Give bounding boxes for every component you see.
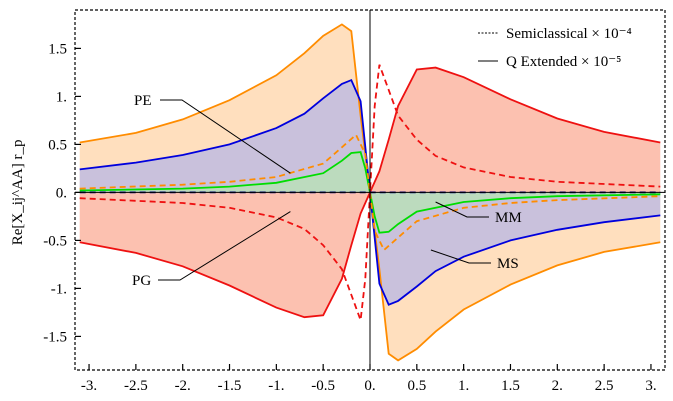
x-tick-label: -1.5 [218, 378, 242, 394]
y-tick-label: -1.5 [43, 329, 67, 345]
x-tick-label: 0. [364, 378, 375, 394]
x-tick-label: 2. [552, 378, 563, 394]
annotation-leader-pg [158, 211, 291, 281]
annotation-ms: MS [497, 256, 519, 272]
x-tick-label: -3. [81, 378, 97, 394]
series-orange_dashed [79, 133, 661, 252]
legend-label-dashed: Semiclassical × 10⁻⁴ [506, 26, 632, 42]
x-tick-label: -2. [175, 378, 191, 394]
annotation-mm: MM [495, 210, 522, 226]
y-tick-label: 1. [56, 89, 67, 105]
y-tick-label: 0. [56, 185, 67, 201]
x-tick-label: -2.5 [124, 378, 148, 394]
annotation-leader-pe [160, 99, 291, 174]
annotation-pe: PE [134, 93, 152, 109]
y-tick-label: -0.5 [43, 233, 67, 249]
y-tick-label: 0.5 [48, 137, 67, 153]
annotation-pg: PG [132, 273, 151, 289]
x-tick-label: 3. [645, 378, 656, 394]
annotation-leader-mm [435, 201, 489, 218]
x-tick-label: 2.5 [595, 378, 614, 394]
x-tick-label: 0.5 [407, 378, 426, 394]
x-tick-label: -0.5 [311, 378, 335, 394]
y-tick-label: -1. [51, 281, 67, 297]
y-tick-label: 1.5 [48, 41, 67, 57]
x-tick-label: -1. [268, 378, 284, 394]
legend-label-solid: Q Extended × 10⁻⁵ [506, 54, 621, 70]
annotation-leader-ms [430, 249, 491, 264]
annotation-layer: PE PG MM MS [132, 93, 522, 289]
x-tick-label: 1.5 [501, 378, 520, 394]
x-tick-label: 1. [458, 378, 469, 394]
ticks-layer: -3. -2.5 -2. -1.5 -1. -0.5 0. 0.5 1. 1.5 2. 2.5 3. 1.… [10, 41, 657, 394]
legend-layer: Semiclassical × 10⁻⁴ Q Extended × 10⁻⁵ [478, 26, 632, 70]
y-axis-label: Re[X_ij^AA] r_p [10, 140, 26, 246]
